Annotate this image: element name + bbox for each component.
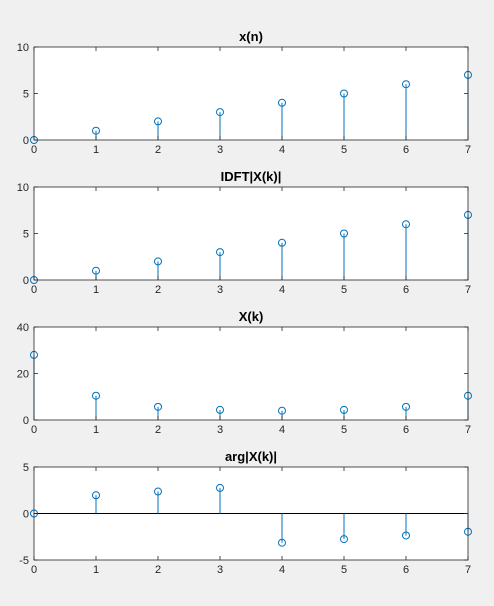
x-tick-label: 2: [155, 284, 161, 296]
x-tick-label: 7: [465, 424, 471, 436]
x-tick-label: 6: [403, 284, 409, 296]
stem-marker: [216, 248, 224, 257]
x-tick-label: 5: [341, 284, 347, 296]
stem-marker: [402, 402, 410, 411]
x-tick-label: 7: [465, 564, 471, 576]
stem-marker: [154, 257, 162, 266]
y-tick-label: 40: [17, 322, 29, 334]
x-tick-label: 1: [93, 564, 99, 576]
x-tick-label: 2: [155, 144, 161, 156]
axes-background: [34, 187, 468, 280]
axes-background: [34, 327, 468, 420]
stem-marker: [340, 89, 348, 98]
plot-title: x(n): [239, 29, 263, 44]
y-tick-label: 5: [23, 89, 29, 101]
x-tick-label: 7: [465, 144, 471, 156]
stem-marker: [278, 406, 286, 415]
stem-marker: [340, 405, 348, 414]
x-tick-label: 4: [279, 144, 285, 156]
stem-marker: [154, 487, 162, 496]
x-tick-label: 5: [341, 144, 347, 156]
x-tick-label: 0: [31, 564, 37, 576]
stem-marker: [340, 229, 348, 238]
plot-title: arg|X(k)|: [225, 449, 277, 464]
x-tick-label: 0: [31, 424, 37, 436]
x-tick-label: 2: [155, 424, 161, 436]
x-tick-label: 1: [93, 284, 99, 296]
x-tick-label: 4: [279, 564, 285, 576]
stem-marker: [278, 238, 286, 247]
x-tick-label: 2: [155, 564, 161, 576]
stem-marker: [154, 402, 162, 411]
y-tick-label: 5: [23, 229, 29, 241]
y-tick-label: 0: [23, 135, 29, 147]
subplot-3: X(k) 0 1 2 3 4 5 6 7 0 20 40: [17, 309, 472, 436]
x-tick-label: 5: [341, 564, 347, 576]
plot-title: IDFT|X(k)|: [221, 169, 282, 184]
x-tick-label: 3: [217, 144, 223, 156]
x-tick-label: 1: [93, 424, 99, 436]
stem-marker: [402, 220, 410, 229]
x-tick-label: 7: [465, 284, 471, 296]
x-tick-label: 6: [403, 564, 409, 576]
x-tick-label: 1: [93, 144, 99, 156]
subplot-4: arg|X(k)|0 1 2 3 4 5 6 7-505: [19, 449, 472, 576]
x-tick-label: 4: [279, 424, 285, 436]
x-tick-label: 0: [31, 284, 37, 296]
stem-marker: [402, 80, 410, 89]
stem-marker: [216, 483, 224, 492]
stem-marker: [340, 535, 348, 544]
y-tick-label: -5: [19, 555, 29, 567]
axes-background: [34, 47, 468, 140]
x-tick-label: 3: [217, 564, 223, 576]
y-tick-label: 0: [23, 509, 29, 521]
stem-marker: [216, 108, 224, 117]
y-tick-label: 10: [17, 182, 29, 194]
y-tick-label: 0: [23, 415, 29, 427]
x-tick-label: 6: [403, 144, 409, 156]
stem-marker: [278, 98, 286, 107]
y-tick-label: 20: [17, 369, 29, 381]
subplot-1: x(n) 0 1 2 3 4 5 6 7 0 5 10: [17, 29, 472, 156]
x-tick-label: 3: [217, 284, 223, 296]
x-tick-label: 6: [403, 424, 409, 436]
stem-marker: [216, 405, 224, 414]
subplot-2: IDFT|X(k)| 0 1 2 3 4 5 6 7 0 5 10: [17, 169, 472, 296]
plot-title: X(k): [239, 309, 264, 324]
x-tick-label: 3: [217, 424, 223, 436]
stem-marker: [154, 117, 162, 126]
x-tick-label: 0: [31, 144, 37, 156]
y-tick-label: 10: [17, 42, 29, 54]
stem-marker: [92, 491, 100, 500]
stem-marker: [92, 391, 100, 400]
y-tick-label: 0: [23, 275, 29, 287]
x-tick-label: 4: [279, 284, 285, 296]
stem-marker: [278, 538, 286, 547]
stem-marker: [402, 531, 410, 540]
stem-marker: [92, 126, 100, 135]
stem-marker: [92, 266, 100, 275]
y-tick-label: 5: [23, 462, 29, 474]
x-tick-label: 5: [341, 424, 347, 436]
